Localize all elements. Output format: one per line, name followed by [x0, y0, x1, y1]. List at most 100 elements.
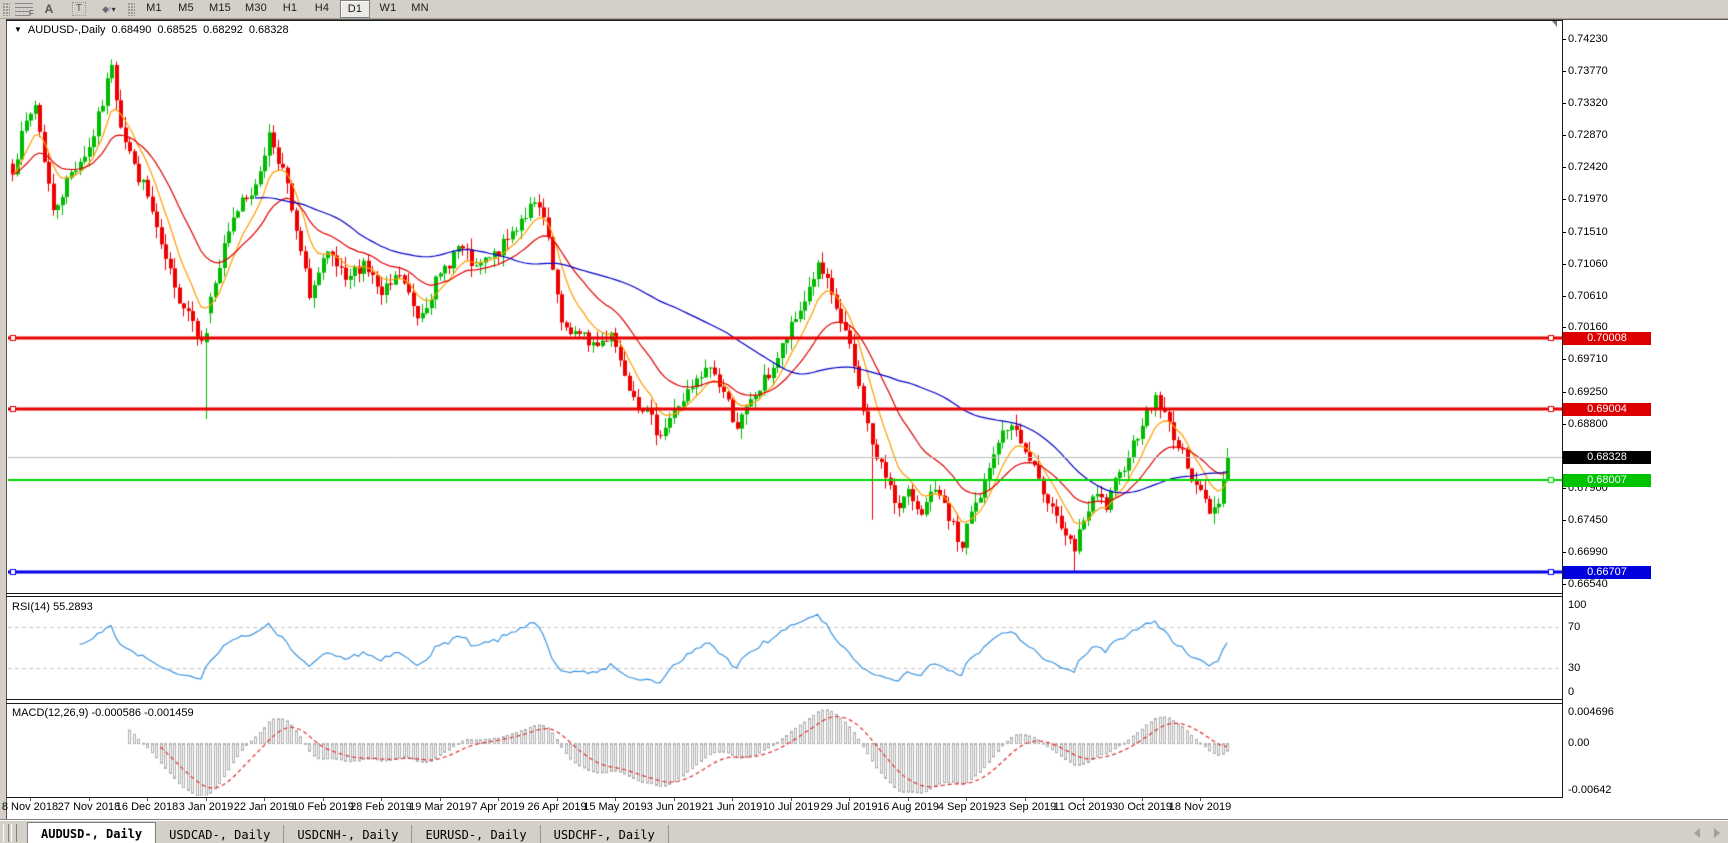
- price-axis-tick-label: 0.69250: [1568, 386, 1608, 398]
- date-axis-label: 30 Oct 2019: [1112, 801, 1172, 813]
- ohlc-close: 0.68328: [248, 24, 289, 36]
- date-axis-tick: [908, 798, 909, 801]
- rsi-panel-bottom-border[interactable]: [6, 699, 1563, 700]
- price-panel-bottom-border[interactable]: [6, 593, 1563, 594]
- timeframe-button-m5[interactable]: M5: [178, 2, 194, 14]
- price-axis-tick-label: 0.71510: [1568, 226, 1608, 238]
- price-axis-tick: [1562, 296, 1566, 297]
- date-axis-tick: [498, 798, 499, 801]
- date-axis-label: 3 Jan 2019: [178, 801, 234, 813]
- price-level-badge[interactable]: 0.68007: [1563, 474, 1651, 487]
- timeframe-button-m1[interactable]: M1: [146, 2, 162, 14]
- chart-tabs: AUDUSD-, Daily USDCAD-, Daily USDCNH-, Dai…: [27, 822, 669, 843]
- date-axis-tick: [791, 798, 792, 801]
- date-axis-tick: [89, 798, 90, 801]
- macd-panel-bottom-border: [6, 797, 1563, 798]
- timeframe-bar: M1 M5 M15 M30 H1 H4 D1 W1 MN: [140, 0, 434, 18]
- statusbar-grip2: [11, 824, 17, 842]
- ohlc-high: 0.68525: [157, 24, 198, 36]
- date-axis-tick: [1025, 798, 1026, 801]
- timeframe-button-m30[interactable]: M30: [245, 2, 267, 14]
- tabs-scroll-left-icon[interactable]: [1694, 828, 1700, 838]
- date-axis-label: 7 Apr 2019: [471, 801, 525, 813]
- macd-axis-label: 0.00: [1568, 737, 1590, 749]
- rsi-panel-canvas[interactable]: [8, 597, 1562, 698]
- date-axis-tick: [30, 798, 31, 801]
- chart-tab-usdcnh[interactable]: USDCNH-, Daily: [284, 825, 413, 843]
- chart-tab-usdchf[interactable]: USDCHF-, Daily: [541, 825, 669, 843]
- date-axis-tick: [615, 798, 616, 801]
- date-axis-tick: [381, 798, 382, 801]
- rsi-panel-top-border[interactable]: [6, 596, 1563, 597]
- macd-axis-label: -0.00642: [1568, 784, 1612, 796]
- price-level-badge[interactable]: 0.69004: [1563, 403, 1651, 416]
- price-axis-tick-label: 0.66990: [1568, 546, 1608, 558]
- price-axis-tick: [1562, 552, 1566, 553]
- timeframe-button-h4[interactable]: H4: [314, 2, 330, 14]
- price-axis-tick-label: 0.74230: [1568, 33, 1608, 45]
- date-axis-label: 3 Jun 2019: [646, 801, 702, 813]
- price-axis-tick: [1562, 135, 1566, 136]
- timeframe-button-w1[interactable]: W1: [379, 2, 397, 14]
- price-axis-tick-label: 0.69710: [1568, 353, 1608, 365]
- price-axis-tick-label: 0.71060: [1568, 258, 1608, 270]
- chart-tab-audusd[interactable]: AUDUSD-, Daily: [27, 822, 157, 843]
- rsi-axis-label: 100: [1568, 599, 1587, 611]
- date-axis-label: 4 Sep 2019: [937, 801, 995, 813]
- date-axis-tick: [206, 798, 207, 801]
- date-axis-tick: [1083, 798, 1084, 801]
- timeframe-toolbar-grip[interactable]: [128, 2, 135, 16]
- date-axis-tick: [264, 798, 265, 801]
- chart-shift-marker[interactable]: [1552, 21, 1557, 27]
- date-axis-label: 27 Nov 2018: [57, 801, 121, 813]
- price-axis-tick: [1562, 584, 1566, 585]
- price-level-badge[interactable]: 0.70008: [1563, 332, 1651, 345]
- price-axis-tick-label: 0.68800: [1568, 418, 1608, 430]
- chart-tab-usdcad[interactable]: USDCAD-, Daily: [156, 825, 285, 843]
- timeframe-button-mn[interactable]: MN: [411, 2, 429, 14]
- price-level-badge[interactable]: 0.68328: [1563, 451, 1651, 464]
- chart-top-border: [6, 20, 1563, 21]
- price-axis-tick-label: 0.66540: [1568, 578, 1608, 590]
- price-axis-tick-label: 0.72420: [1568, 161, 1608, 173]
- timeframe-button-h1[interactable]: H1: [282, 2, 298, 14]
- tabs-scroll-right-icon[interactable]: [1714, 828, 1720, 838]
- price-chart-canvas[interactable]: [8, 21, 1562, 592]
- price-axis-tick: [1562, 199, 1566, 200]
- price-axis-tick-label: 0.70610: [1568, 290, 1608, 302]
- price-axis-tick: [1562, 424, 1566, 425]
- fibonacci-icon[interactable]: F: [15, 2, 34, 18]
- timeframe-button-m15[interactable]: M15: [209, 2, 231, 14]
- date-axis-tick: [1200, 798, 1201, 801]
- price-axis-tick-label: 0.71970: [1568, 193, 1608, 205]
- price-axis-tick: [1562, 520, 1566, 521]
- toolbar-grip[interactable]: [3, 2, 10, 16]
- date-axis-tick: [966, 798, 967, 801]
- date-axis-tick: [147, 798, 148, 801]
- text-label-icon[interactable]: T: [65, 1, 93, 17]
- date-axis-tick: [557, 798, 558, 801]
- timeframe-button-d1[interactable]: D1: [340, 0, 370, 18]
- date-axis-label: 8 Nov 2018: [1, 801, 59, 813]
- shapes-icon[interactable]: ◆▾ ▾: [102, 3, 116, 14]
- price-axis-tick: [1562, 39, 1566, 40]
- date-axis-label: 28 Feb 2019: [350, 801, 412, 813]
- price-axis-tick-label: 0.67450: [1568, 514, 1608, 526]
- price-axis-tick: [1562, 103, 1566, 104]
- date-axis-label: 16 Dec 2018: [115, 801, 179, 813]
- date-axis-label: 22 Jan 2019: [233, 801, 295, 813]
- date-axis-tick: [674, 798, 675, 801]
- price-level-badge[interactable]: 0.66707: [1563, 566, 1651, 579]
- rsi-axis-label: 70: [1568, 621, 1581, 633]
- macd-label: MACD(12,26,9) -0.000586 -0.001459: [12, 707, 194, 719]
- chart-menu-icon[interactable]: ▼: [14, 25, 22, 34]
- rsi-axis-label: 30: [1568, 662, 1581, 674]
- date-axis-tick: [440, 798, 441, 801]
- text-icon[interactable]: A: [44, 2, 54, 16]
- macd-panel-top-border[interactable]: [6, 703, 1563, 704]
- macd-panel-canvas[interactable]: [8, 704, 1562, 796]
- price-axis-tick: [1562, 232, 1566, 233]
- chart-tab-eurusd[interactable]: EURUSD-, Daily: [412, 825, 541, 843]
- date-axis-tick: [323, 798, 324, 801]
- price-axis-tick-label: 0.72870: [1568, 129, 1608, 141]
